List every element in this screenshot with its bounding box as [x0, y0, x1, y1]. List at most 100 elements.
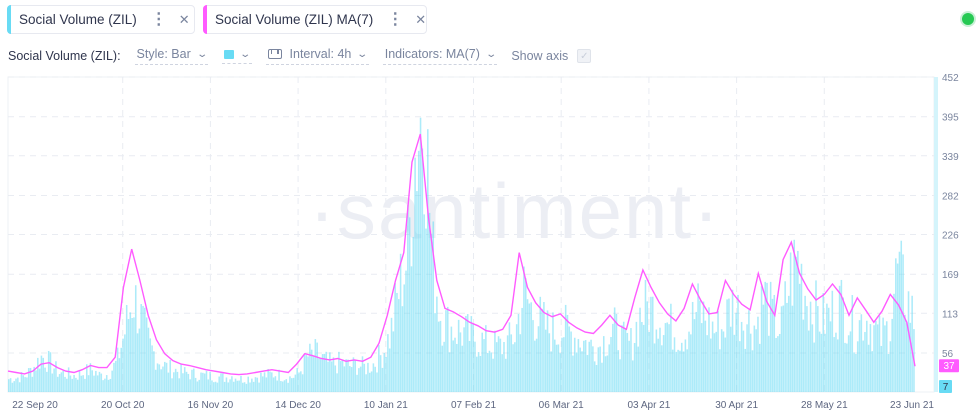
volume-bar — [563, 337, 565, 392]
volume-bar — [760, 286, 763, 392]
close-icon[interactable]: ✕ — [178, 11, 190, 27]
volume-bar — [829, 321, 832, 392]
volume-bar — [401, 306, 404, 392]
volume-bar — [889, 341, 892, 392]
volume-bar — [768, 335, 770, 392]
volume-bar — [423, 214, 425, 392]
volume-bar — [46, 371, 48, 392]
chevron-down-icon: ⌄ — [196, 48, 208, 60]
volume-bar — [9, 378, 12, 392]
volume-bar — [309, 343, 311, 392]
volume-bar — [519, 334, 522, 392]
volume-bar — [352, 357, 355, 392]
volume-bar — [154, 369, 157, 392]
volume-bar — [797, 250, 799, 392]
volume-bar — [347, 359, 349, 392]
volume-bar — [882, 317, 884, 392]
volume-bar — [280, 381, 282, 392]
volume-bar — [753, 325, 756, 392]
volume-bar — [911, 295, 913, 392]
indicators-dropdown[interactable]: Indicators: MA(7) ⌄ — [382, 47, 498, 65]
volume-bar — [214, 381, 217, 392]
volume-bar — [405, 270, 407, 392]
volume-bar — [67, 367, 70, 392]
volume-bar — [252, 381, 255, 392]
volume-bar — [260, 372, 262, 392]
volume-bar — [842, 297, 844, 392]
volume-bar — [436, 296, 438, 392]
volume-bar — [510, 334, 513, 392]
metric-tab-label: Social Volume (ZIL) MA(7) — [215, 12, 374, 27]
volume-bar — [427, 129, 429, 392]
volume-bar — [813, 342, 815, 392]
volume-bar — [116, 347, 119, 392]
color-picker[interactable]: ⌄ — [222, 49, 252, 64]
volume-bar — [56, 376, 59, 392]
volume-bar — [887, 354, 890, 392]
volume-bar — [855, 353, 857, 392]
metric-tab-social-volume[interactable]: Social Volume (ZIL) ⋮ ✕ — [7, 5, 195, 34]
volume-bar — [771, 298, 774, 392]
volume-bar — [595, 364, 598, 392]
volume-bar — [267, 368, 269, 392]
more-options-icon[interactable]: ⋮ — [150, 10, 167, 28]
interval-dropdown[interactable]: Interval: 4h ⌄ — [265, 47, 369, 65]
volume-bar — [557, 344, 560, 392]
volume-bar — [818, 331, 821, 392]
show-axis-checkbox[interactable]: ✓ — [577, 49, 592, 63]
volume-bar — [615, 314, 618, 392]
volume-bar — [332, 357, 335, 392]
volume-bar — [8, 379, 10, 392]
volume-bar — [338, 351, 340, 392]
x-tick-label: 28 May 21 — [801, 400, 848, 411]
volume-bar — [684, 339, 687, 392]
volume-bar — [713, 333, 716, 392]
volume-bar — [240, 375, 242, 392]
style-dropdown[interactable]: Style: Bar ⌄ — [134, 47, 209, 65]
volume-bar — [104, 378, 106, 392]
volume-bar — [851, 295, 854, 392]
volume-bar — [626, 332, 629, 392]
calendar-icon — [267, 49, 282, 59]
volume-bar — [47, 350, 50, 392]
more-options-icon[interactable]: ⋮ — [387, 10, 404, 28]
volume-bar — [548, 333, 551, 392]
volume-bar — [191, 369, 193, 392]
y-tick-label: 113 — [942, 309, 958, 320]
volume-bar — [778, 333, 781, 392]
volume-bar — [688, 331, 690, 392]
volume-bar — [243, 382, 246, 392]
volume-bar — [53, 368, 55, 392]
show-axis-toggle[interactable]: Show axis ✓ — [511, 49, 592, 63]
volume-bar — [860, 314, 863, 392]
volume-bar — [276, 380, 279, 392]
volume-bar — [216, 382, 219, 392]
volume-bar — [180, 364, 182, 392]
volume-bar — [334, 365, 337, 392]
volume-bar — [555, 344, 558, 392]
metric-tab-social-volume-ma[interactable]: Social Volume (ZIL) MA(7) ⋮ ✕ — [203, 5, 427, 34]
volume-bar — [87, 375, 90, 392]
volume-bar — [612, 323, 614, 392]
volume-bar — [610, 337, 612, 392]
volume-bar — [490, 352, 493, 392]
volume-bar — [677, 349, 679, 392]
volume-bar — [835, 332, 837, 392]
volume-bar — [844, 342, 846, 392]
close-icon[interactable]: ✕ — [415, 11, 427, 27]
volume-bar — [494, 330, 496, 392]
volume-bar — [639, 307, 641, 392]
volume-bar — [22, 375, 25, 392]
volume-bar — [534, 340, 536, 392]
volume-bar — [632, 360, 634, 392]
volume-bar — [448, 352, 451, 392]
volume-bar — [827, 307, 830, 392]
volume-bar — [904, 314, 906, 392]
volume-bar — [44, 367, 46, 392]
volume-bar — [866, 320, 868, 392]
metric-color-stripe — [203, 5, 207, 34]
volume-bar — [720, 329, 723, 392]
volume-bar — [164, 361, 166, 392]
volume-bar — [550, 351, 552, 392]
